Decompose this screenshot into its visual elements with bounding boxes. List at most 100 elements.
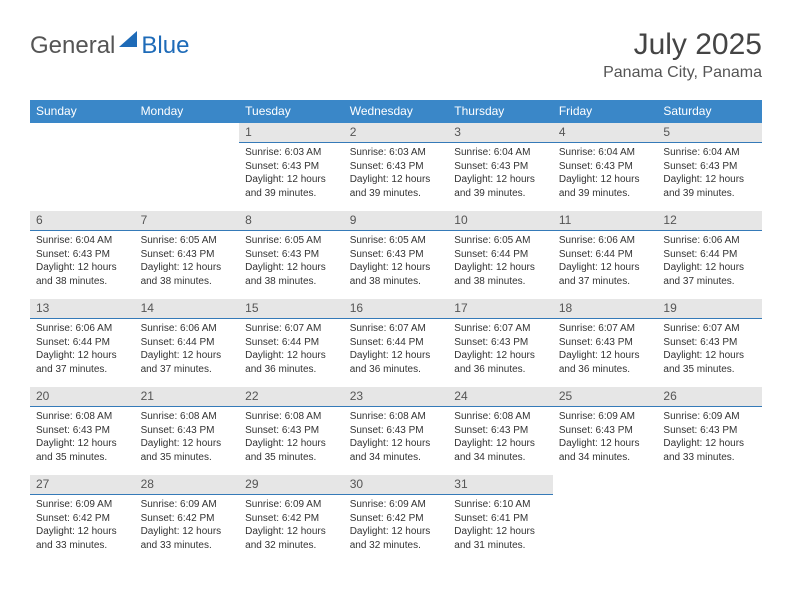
calendar-grid: ....1Sunrise: 6:03 AMSunset: 6:43 PMDayl… — [30, 123, 762, 563]
day-number: 16 — [344, 299, 449, 319]
sunrise-line: Sunrise: 6:09 AM — [559, 410, 652, 424]
calendar-cell: 21Sunrise: 6:08 AMSunset: 6:43 PMDayligh… — [135, 387, 240, 475]
sunrise-line: Sunrise: 6:10 AM — [454, 498, 547, 512]
daylight-line: Daylight: 12 hours and 38 minutes. — [245, 261, 338, 288]
sunrise-line: Sunrise: 6:04 AM — [663, 146, 756, 160]
sunset-line: Sunset: 6:44 PM — [141, 336, 234, 350]
daylight-line: Daylight: 12 hours and 34 minutes. — [350, 437, 443, 464]
daylight-line: Daylight: 12 hours and 31 minutes. — [454, 525, 547, 552]
daylight-line: Daylight: 12 hours and 36 minutes. — [559, 349, 652, 376]
day-number: 13 — [30, 299, 135, 319]
calendar-cell: 20Sunrise: 6:08 AMSunset: 6:43 PMDayligh… — [30, 387, 135, 475]
calendar-cell: 22Sunrise: 6:08 AMSunset: 6:43 PMDayligh… — [239, 387, 344, 475]
day-detail: Sunrise: 6:10 AMSunset: 6:41 PMDaylight:… — [448, 495, 553, 556]
day-number: 8 — [239, 211, 344, 231]
day-detail: Sunrise: 6:07 AMSunset: 6:43 PMDaylight:… — [657, 319, 762, 380]
day-detail: Sunrise: 6:05 AMSunset: 6:43 PMDaylight:… — [135, 231, 240, 292]
calendar-cell: 7Sunrise: 6:05 AMSunset: 6:43 PMDaylight… — [135, 211, 240, 299]
day-number: 3 — [448, 123, 553, 143]
day-detail: Sunrise: 6:08 AMSunset: 6:43 PMDaylight:… — [30, 407, 135, 468]
calendar-cell: 6Sunrise: 6:04 AMSunset: 6:43 PMDaylight… — [30, 211, 135, 299]
sunrise-line: Sunrise: 6:08 AM — [245, 410, 338, 424]
sunset-line: Sunset: 6:43 PM — [245, 424, 338, 438]
sunset-line: Sunset: 6:44 PM — [559, 248, 652, 262]
sunrise-line: Sunrise: 6:04 AM — [36, 234, 129, 248]
day-detail: Sunrise: 6:09 AMSunset: 6:42 PMDaylight:… — [344, 495, 449, 556]
sunset-line: Sunset: 6:43 PM — [559, 336, 652, 350]
day-number: 30 — [344, 475, 449, 495]
sunset-line: Sunset: 6:43 PM — [454, 160, 547, 174]
sunset-line: Sunset: 6:44 PM — [454, 248, 547, 262]
weekday-header: Sunday — [30, 100, 135, 123]
calendar-cell: 13Sunrise: 6:06 AMSunset: 6:44 PMDayligh… — [30, 299, 135, 387]
sunset-line: Sunset: 6:43 PM — [141, 424, 234, 438]
sunrise-line: Sunrise: 6:03 AM — [350, 146, 443, 160]
day-detail: Sunrise: 6:07 AMSunset: 6:43 PMDaylight:… — [553, 319, 658, 380]
sunset-line: Sunset: 6:44 PM — [245, 336, 338, 350]
sunset-line: Sunset: 6:43 PM — [559, 160, 652, 174]
day-detail: Sunrise: 6:07 AMSunset: 6:44 PMDaylight:… — [239, 319, 344, 380]
day-detail: Sunrise: 6:03 AMSunset: 6:43 PMDaylight:… — [344, 143, 449, 204]
day-number: 24 — [448, 387, 553, 407]
calendar-cell: 24Sunrise: 6:08 AMSunset: 6:43 PMDayligh… — [448, 387, 553, 475]
sunrise-line: Sunrise: 6:09 AM — [350, 498, 443, 512]
sunset-line: Sunset: 6:43 PM — [454, 424, 547, 438]
sail-icon — [117, 28, 139, 56]
daylight-line: Daylight: 12 hours and 37 minutes. — [663, 261, 756, 288]
day-number: 21 — [135, 387, 240, 407]
day-detail: Sunrise: 6:06 AMSunset: 6:44 PMDaylight:… — [553, 231, 658, 292]
day-number: 17 — [448, 299, 553, 319]
day-number: 14 — [135, 299, 240, 319]
calendar-cell: 18Sunrise: 6:07 AMSunset: 6:43 PMDayligh… — [553, 299, 658, 387]
daylight-line: Daylight: 12 hours and 38 minutes. — [141, 261, 234, 288]
sunset-line: Sunset: 6:43 PM — [559, 424, 652, 438]
daylight-line: Daylight: 12 hours and 35 minutes. — [663, 349, 756, 376]
brand-logo: General Blue — [30, 28, 189, 60]
daylight-line: Daylight: 12 hours and 33 minutes. — [36, 525, 129, 552]
daylight-line: Daylight: 12 hours and 36 minutes. — [454, 349, 547, 376]
day-detail: Sunrise: 6:06 AMSunset: 6:44 PMDaylight:… — [30, 319, 135, 380]
day-detail: Sunrise: 6:09 AMSunset: 6:42 PMDaylight:… — [30, 495, 135, 556]
sunrise-line: Sunrise: 6:06 AM — [663, 234, 756, 248]
day-detail: Sunrise: 6:04 AMSunset: 6:43 PMDaylight:… — [30, 231, 135, 292]
calendar-cell: 29Sunrise: 6:09 AMSunset: 6:42 PMDayligh… — [239, 475, 344, 563]
day-number: 4 — [553, 123, 658, 143]
sunset-line: Sunset: 6:42 PM — [36, 512, 129, 526]
daylight-line: Daylight: 12 hours and 34 minutes. — [454, 437, 547, 464]
sunrise-line: Sunrise: 6:05 AM — [350, 234, 443, 248]
calendar-cell: 19Sunrise: 6:07 AMSunset: 6:43 PMDayligh… — [657, 299, 762, 387]
day-number: 26 — [657, 387, 762, 407]
daylight-line: Daylight: 12 hours and 36 minutes. — [245, 349, 338, 376]
day-number: 28 — [135, 475, 240, 495]
calendar-cell: 31Sunrise: 6:10 AMSunset: 6:41 PMDayligh… — [448, 475, 553, 563]
page-header: General Blue July 2025 Panama City, Pana… — [30, 28, 762, 82]
calendar-cell: 8Sunrise: 6:05 AMSunset: 6:43 PMDaylight… — [239, 211, 344, 299]
weekday-header: Monday — [135, 100, 240, 123]
daylight-line: Daylight: 12 hours and 35 minutes. — [245, 437, 338, 464]
day-detail: Sunrise: 6:05 AMSunset: 6:43 PMDaylight:… — [239, 231, 344, 292]
location-subtitle: Panama City, Panama — [603, 64, 762, 82]
day-number: 19 — [657, 299, 762, 319]
day-detail: Sunrise: 6:08 AMSunset: 6:43 PMDaylight:… — [344, 407, 449, 468]
day-detail: Sunrise: 6:08 AMSunset: 6:43 PMDaylight:… — [448, 407, 553, 468]
day-number: 29 — [239, 475, 344, 495]
logo-text-right: Blue — [141, 32, 189, 60]
day-detail: Sunrise: 6:06 AMSunset: 6:44 PMDaylight:… — [657, 231, 762, 292]
daylight-line: Daylight: 12 hours and 37 minutes. — [559, 261, 652, 288]
sunset-line: Sunset: 6:43 PM — [245, 160, 338, 174]
daylight-line: Daylight: 12 hours and 37 minutes. — [36, 349, 129, 376]
sunset-line: Sunset: 6:43 PM — [350, 248, 443, 262]
day-detail: Sunrise: 6:09 AMSunset: 6:42 PMDaylight:… — [239, 495, 344, 556]
sunrise-line: Sunrise: 6:09 AM — [36, 498, 129, 512]
daylight-line: Daylight: 12 hours and 38 minutes. — [454, 261, 547, 288]
sunrise-line: Sunrise: 6:06 AM — [141, 322, 234, 336]
daylight-line: Daylight: 12 hours and 36 minutes. — [350, 349, 443, 376]
sunset-line: Sunset: 6:43 PM — [36, 424, 129, 438]
calendar-cell: 1Sunrise: 6:03 AMSunset: 6:43 PMDaylight… — [239, 123, 344, 211]
calendar-page: General Blue July 2025 Panama City, Pana… — [0, 0, 792, 583]
calendar-cell: 17Sunrise: 6:07 AMSunset: 6:43 PMDayligh… — [448, 299, 553, 387]
calendar-cell: 28Sunrise: 6:09 AMSunset: 6:42 PMDayligh… — [135, 475, 240, 563]
calendar-cell: .. — [657, 475, 762, 563]
sunrise-line: Sunrise: 6:08 AM — [36, 410, 129, 424]
calendar-cell: 2Sunrise: 6:03 AMSunset: 6:43 PMDaylight… — [344, 123, 449, 211]
